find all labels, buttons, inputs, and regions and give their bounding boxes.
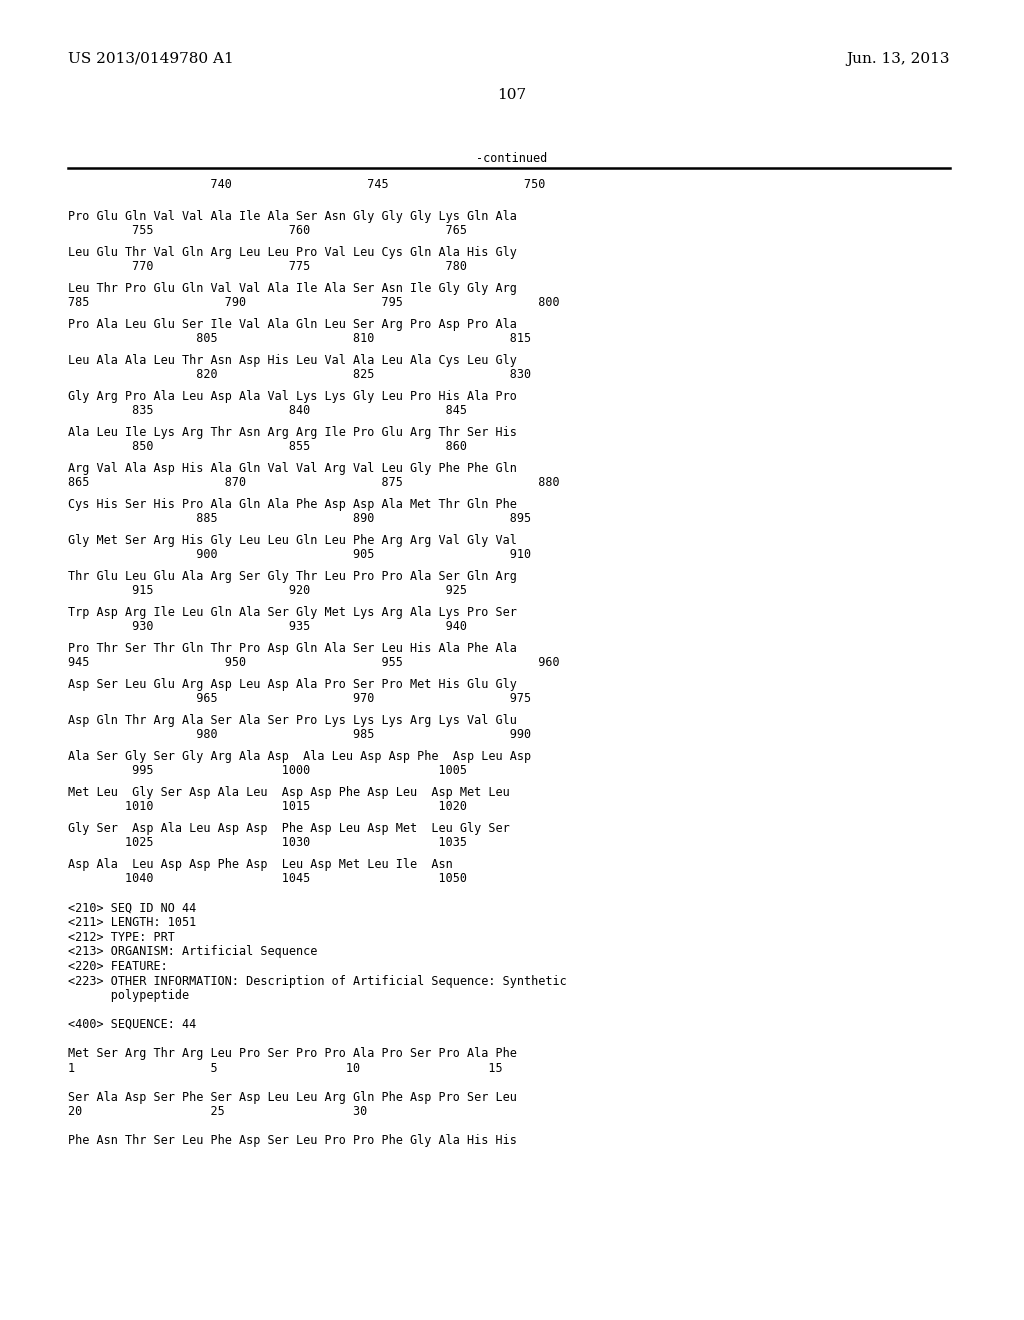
Text: <210> SEQ ID NO 44: <210> SEQ ID NO 44 xyxy=(68,902,197,915)
Text: 805                   810                   815: 805 810 815 xyxy=(68,333,531,346)
Text: <400> SEQUENCE: 44: <400> SEQUENCE: 44 xyxy=(68,1018,197,1031)
Text: Thr Glu Leu Glu Ala Arg Ser Gly Thr Leu Pro Pro Ala Ser Gln Arg: Thr Glu Leu Glu Ala Arg Ser Gly Thr Leu … xyxy=(68,570,517,583)
Text: Met Leu  Gly Ser Asp Ala Leu  Asp Asp Phe Asp Leu  Asp Met Leu: Met Leu Gly Ser Asp Ala Leu Asp Asp Phe … xyxy=(68,785,510,799)
Text: <212> TYPE: PRT: <212> TYPE: PRT xyxy=(68,931,175,944)
Text: Ala Ser Gly Ser Gly Arg Ala Asp  Ala Leu Asp Asp Phe  Asp Leu Asp: Ala Ser Gly Ser Gly Arg Ala Asp Ala Leu … xyxy=(68,750,531,763)
Text: 945                   950                   955                   960: 945 950 955 960 xyxy=(68,656,560,669)
Text: 835                   840                   845: 835 840 845 xyxy=(68,404,467,417)
Text: Pro Ala Leu Glu Ser Ile Val Ala Gln Leu Ser Arg Pro Asp Pro Ala: Pro Ala Leu Glu Ser Ile Val Ala Gln Leu … xyxy=(68,318,517,331)
Text: 965                   970                   975: 965 970 975 xyxy=(68,693,531,705)
Text: Gly Arg Pro Ala Leu Asp Ala Val Lys Lys Gly Leu Pro His Ala Pro: Gly Arg Pro Ala Leu Asp Ala Val Lys Lys … xyxy=(68,389,517,403)
Text: Leu Thr Pro Glu Gln Val Val Ala Ile Ala Ser Asn Ile Gly Gly Arg: Leu Thr Pro Glu Gln Val Val Ala Ile Ala … xyxy=(68,282,517,294)
Text: 885                   890                   895: 885 890 895 xyxy=(68,512,531,525)
Text: <223> OTHER INFORMATION: Description of Artificial Sequence: Synthetic: <223> OTHER INFORMATION: Description of … xyxy=(68,974,566,987)
Text: Pro Glu Gln Val Val Ala Ile Ala Ser Asn Gly Gly Gly Lys Gln Ala: Pro Glu Gln Val Val Ala Ile Ala Ser Asn … xyxy=(68,210,517,223)
Text: <211> LENGTH: 1051: <211> LENGTH: 1051 xyxy=(68,916,197,929)
Text: Trp Asp Arg Ile Leu Gln Ala Ser Gly Met Lys Arg Ala Lys Pro Ser: Trp Asp Arg Ile Leu Gln Ala Ser Gly Met … xyxy=(68,606,517,619)
Text: 1025                  1030                  1035: 1025 1030 1035 xyxy=(68,837,467,850)
Text: Ser Ala Asp Ser Phe Ser Asp Leu Leu Arg Gln Phe Asp Pro Ser Leu: Ser Ala Asp Ser Phe Ser Asp Leu Leu Arg … xyxy=(68,1090,517,1104)
Text: Asp Gln Thr Arg Ala Ser Ala Ser Pro Lys Lys Lys Arg Lys Val Glu: Asp Gln Thr Arg Ala Ser Ala Ser Pro Lys … xyxy=(68,714,517,727)
Text: -continued: -continued xyxy=(476,152,548,165)
Text: polypeptide: polypeptide xyxy=(68,989,189,1002)
Text: 755                   760                   765: 755 760 765 xyxy=(68,224,467,238)
Text: Pro Thr Ser Thr Gln Thr Pro Asp Gln Ala Ser Leu His Ala Phe Ala: Pro Thr Ser Thr Gln Thr Pro Asp Gln Ala … xyxy=(68,642,517,655)
Text: Leu Glu Thr Val Gln Arg Leu Leu Pro Val Leu Cys Gln Ala His Gly: Leu Glu Thr Val Gln Arg Leu Leu Pro Val … xyxy=(68,246,517,259)
Text: Ala Leu Ile Lys Arg Thr Asn Arg Arg Ile Pro Glu Arg Thr Ser His: Ala Leu Ile Lys Arg Thr Asn Arg Arg Ile … xyxy=(68,426,517,440)
Text: 930                   935                   940: 930 935 940 xyxy=(68,620,467,634)
Text: 107: 107 xyxy=(498,88,526,102)
Text: US 2013/0149780 A1: US 2013/0149780 A1 xyxy=(68,51,233,66)
Text: 900                   905                   910: 900 905 910 xyxy=(68,549,531,561)
Text: 785                   790                   795                   800: 785 790 795 800 xyxy=(68,297,560,309)
Text: 20                  25                  30: 20 25 30 xyxy=(68,1105,368,1118)
Text: 740                   745                   750: 740 745 750 xyxy=(68,178,546,191)
Text: <220> FEATURE:: <220> FEATURE: xyxy=(68,960,168,973)
Text: 850                   855                   860: 850 855 860 xyxy=(68,441,467,454)
Text: Jun. 13, 2013: Jun. 13, 2013 xyxy=(847,51,950,66)
Text: Arg Val Ala Asp His Ala Gln Val Val Arg Val Leu Gly Phe Phe Gln: Arg Val Ala Asp His Ala Gln Val Val Arg … xyxy=(68,462,517,475)
Text: Asp Ala  Leu Asp Asp Phe Asp  Leu Asp Met Leu Ile  Asn: Asp Ala Leu Asp Asp Phe Asp Leu Asp Met … xyxy=(68,858,453,871)
Text: Asp Ser Leu Glu Arg Asp Leu Asp Ala Pro Ser Pro Met His Glu Gly: Asp Ser Leu Glu Arg Asp Leu Asp Ala Pro … xyxy=(68,678,517,690)
Text: Met Ser Arg Thr Arg Leu Pro Ser Pro Pro Ala Pro Ser Pro Ala Phe: Met Ser Arg Thr Arg Leu Pro Ser Pro Pro … xyxy=(68,1047,517,1060)
Text: Cys His Ser His Pro Ala Gln Ala Phe Asp Asp Ala Met Thr Gln Phe: Cys His Ser His Pro Ala Gln Ala Phe Asp … xyxy=(68,498,517,511)
Text: 1010                  1015                  1020: 1010 1015 1020 xyxy=(68,800,467,813)
Text: 980                   985                   990: 980 985 990 xyxy=(68,729,531,742)
Text: Gly Ser  Asp Ala Leu Asp Asp  Phe Asp Leu Asp Met  Leu Gly Ser: Gly Ser Asp Ala Leu Asp Asp Phe Asp Leu … xyxy=(68,822,510,836)
Text: 865                   870                   875                   880: 865 870 875 880 xyxy=(68,477,560,490)
Text: Gly Met Ser Arg His Gly Leu Leu Gln Leu Phe Arg Arg Val Gly Val: Gly Met Ser Arg His Gly Leu Leu Gln Leu … xyxy=(68,535,517,546)
Text: 1                   5                  10                  15: 1 5 10 15 xyxy=(68,1061,503,1074)
Text: 770                   775                   780: 770 775 780 xyxy=(68,260,467,273)
Text: Leu Ala Ala Leu Thr Asn Asp His Leu Val Ala Leu Ala Cys Leu Gly: Leu Ala Ala Leu Thr Asn Asp His Leu Val … xyxy=(68,354,517,367)
Text: 915                   920                   925: 915 920 925 xyxy=(68,585,467,598)
Text: Phe Asn Thr Ser Leu Phe Asp Ser Leu Pro Pro Phe Gly Ala His His: Phe Asn Thr Ser Leu Phe Asp Ser Leu Pro … xyxy=(68,1134,517,1147)
Text: 995                  1000                  1005: 995 1000 1005 xyxy=(68,764,467,777)
Text: 820                   825                   830: 820 825 830 xyxy=(68,368,531,381)
Text: <213> ORGANISM: Artificial Sequence: <213> ORGANISM: Artificial Sequence xyxy=(68,945,317,958)
Text: 1040                  1045                  1050: 1040 1045 1050 xyxy=(68,873,467,886)
